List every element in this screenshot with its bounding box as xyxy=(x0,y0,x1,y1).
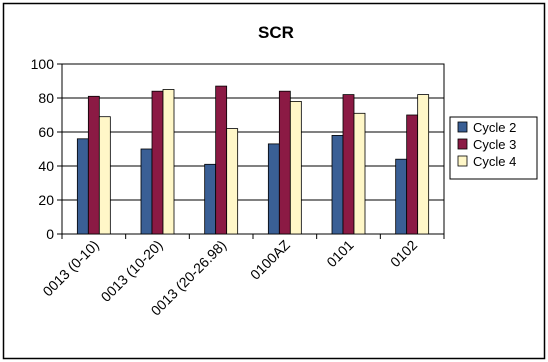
bar-cycle-2 xyxy=(267,143,280,235)
y-tick-label: 0 xyxy=(46,226,54,242)
legend-label: Cycle 3 xyxy=(473,137,516,152)
legend-swatch xyxy=(457,121,468,133)
bar-cycle-4 xyxy=(353,112,366,235)
bar-cycle-3 xyxy=(215,85,228,235)
y-tick-label: 60 xyxy=(38,124,54,140)
legend-swatch xyxy=(457,155,468,167)
legend-label: Cycle 4 xyxy=(473,154,516,169)
bar-cycle-3 xyxy=(87,95,100,235)
bar-cycle-3 xyxy=(406,114,419,235)
bar-cycle-4 xyxy=(417,94,430,235)
bar-cycle-4 xyxy=(162,89,175,235)
bar-cycle-3 xyxy=(151,90,164,235)
y-tick-label: 100 xyxy=(31,56,55,72)
bars xyxy=(76,85,430,235)
y-tick-label: 40 xyxy=(38,158,54,174)
bar-cycle-4 xyxy=(226,128,239,235)
y-tick-label: 20 xyxy=(38,192,54,208)
bar-cycle-4 xyxy=(98,116,111,235)
bar-cycle-2 xyxy=(331,134,344,235)
bar-cycle-2 xyxy=(76,138,89,235)
legend-swatch xyxy=(457,138,468,150)
gridlines xyxy=(62,97,444,201)
y-tick-label: 80 xyxy=(38,90,54,106)
legend-label: Cycle 2 xyxy=(473,120,516,135)
bar-cycle-2 xyxy=(140,148,153,235)
bar-cycle-2 xyxy=(395,158,408,235)
y-axis: 0 20 40 60 80 100 xyxy=(31,56,62,242)
legend: Cycle 2 Cycle 3 Cycle 4 xyxy=(449,116,538,180)
bar-cycle-4 xyxy=(289,101,302,235)
chart-title: SCR xyxy=(258,23,294,42)
bar-cycle-3 xyxy=(342,94,355,235)
bar-cycle-3 xyxy=(278,90,291,235)
bar-cycle-2 xyxy=(204,163,217,235)
